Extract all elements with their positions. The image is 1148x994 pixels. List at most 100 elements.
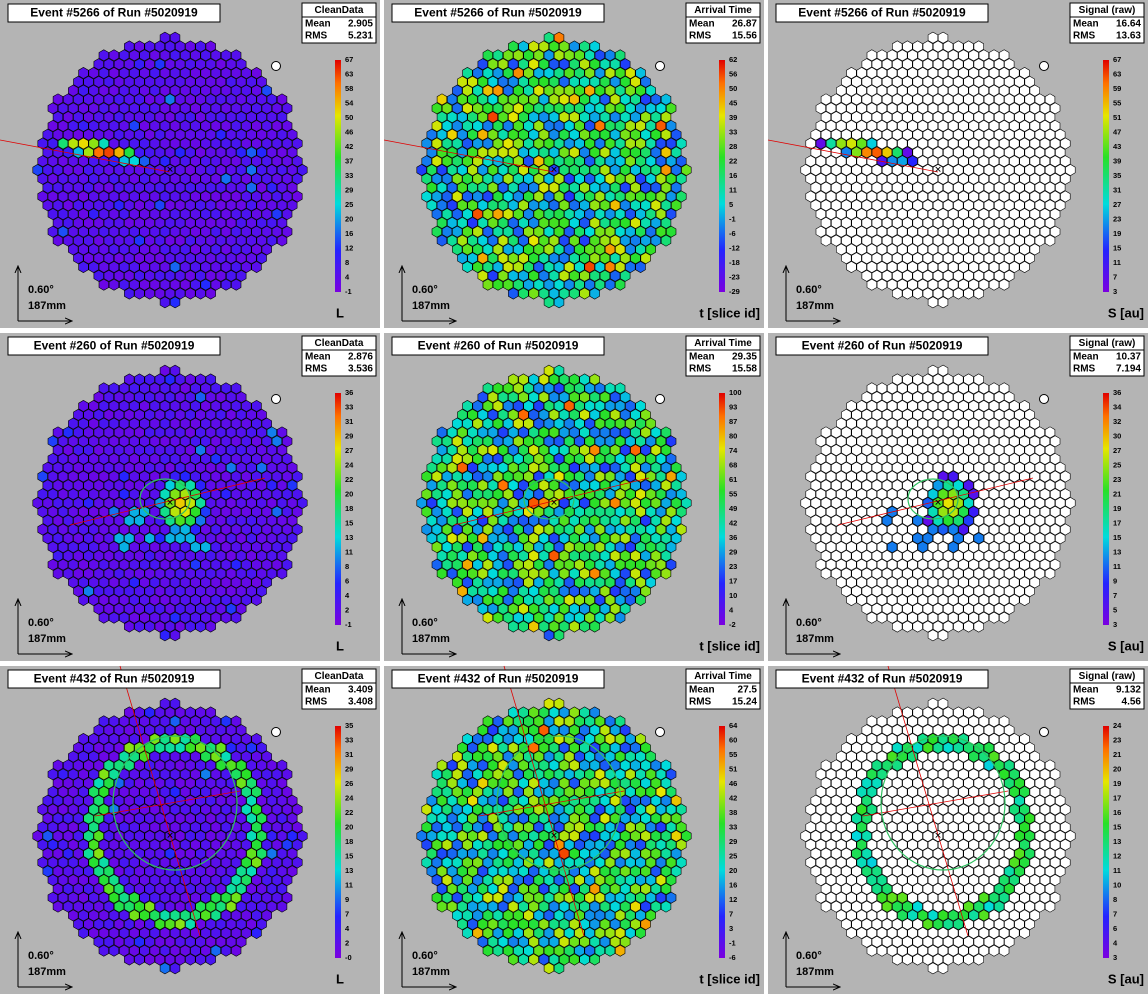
camera-pixel: [135, 621, 145, 632]
camera-pixel: [493, 612, 503, 623]
scale-label: 68: [729, 460, 737, 469]
scale-label: 33: [345, 402, 353, 411]
camera-pixel: [483, 279, 493, 290]
camera-pixel: [1061, 471, 1071, 482]
scale-label: 30: [1113, 431, 1121, 440]
reference-pixel: [656, 62, 665, 71]
scale-label: 35: [1113, 171, 1121, 180]
scale-label: 25: [1113, 460, 1121, 469]
camera-pixel: [677, 804, 687, 815]
scale-label: 23: [1113, 475, 1121, 484]
camera-pixel: [109, 612, 119, 623]
mean-value: 3.409: [348, 685, 373, 696]
rms-label: RMS: [305, 697, 328, 708]
camera-pixel: [847, 261, 857, 272]
scale-label: 26: [345, 779, 353, 788]
rms-label: RMS: [689, 364, 712, 375]
camera-pixel: [1061, 138, 1071, 149]
camera-pixel: [252, 927, 262, 938]
camera-pixel: [877, 279, 887, 290]
scale-label: 54: [345, 98, 354, 107]
camera-pixel: [892, 621, 902, 632]
scale-label: -2: [729, 620, 736, 629]
camera-pixel: [580, 288, 590, 299]
scale-label: 27: [1113, 200, 1121, 209]
event-title: Event #260 of Run #5020919: [418, 339, 579, 353]
color-scale: [1103, 393, 1109, 625]
scale-label: 10: [729, 591, 737, 600]
camera-pixel: [135, 954, 145, 965]
camera-pixel: [549, 515, 559, 526]
scale-label: -1: [345, 287, 352, 296]
mean-label: Mean: [1073, 352, 1099, 363]
camera-pixel: [544, 297, 554, 308]
scale-label: 28: [729, 142, 737, 151]
scale-label: 13: [1113, 547, 1121, 556]
camera-pixel: [1020, 261, 1030, 272]
camera-pixel: [933, 270, 943, 281]
camera-pixel: [160, 963, 170, 974]
mean-value: 2.905: [348, 19, 373, 30]
stats-title: Arrival Time: [694, 338, 752, 349]
scale-label: 5: [729, 200, 733, 209]
rms-value: 13.63: [1116, 31, 1141, 42]
scale-label: 27: [345, 446, 353, 455]
camera-pixel: [48, 226, 58, 237]
camera-pixel: [677, 138, 687, 149]
scale-label: 45: [729, 98, 737, 107]
scale-length: 187mm: [412, 633, 450, 645]
camera-pixel: [160, 297, 170, 308]
reference-pixel: [656, 395, 665, 404]
rms-label: RMS: [305, 31, 328, 42]
scale-label: 42: [729, 518, 737, 527]
camera-pixel: [903, 288, 913, 299]
camera-pixel: [186, 288, 196, 299]
scale-angle: 0.60°: [28, 950, 54, 962]
camera-pixel: [549, 603, 559, 614]
scale-label: 18: [345, 504, 353, 513]
panel: ✕Event #5266 of Run #5020919Arrival Time…: [384, 0, 764, 328]
event-title: Event #5266 of Run #5020919: [30, 6, 198, 20]
camera-pixel: [590, 288, 600, 299]
camera-pixel: [422, 804, 432, 815]
scale-label: 15: [1113, 533, 1121, 542]
scale-label: 100: [729, 388, 742, 397]
axis-label: L: [336, 638, 344, 653]
scale-label: 23: [1113, 214, 1121, 223]
scale-label: 22: [345, 808, 353, 817]
camera-pixel: [277, 901, 287, 912]
scale-label: 33: [345, 171, 353, 180]
stats-title: Signal (raw): [1079, 338, 1136, 349]
rms-value: 7.194: [1116, 364, 1141, 375]
camera-pixel: [508, 288, 518, 299]
scale-label: -12: [729, 243, 740, 252]
camera-pixel: [293, 138, 303, 149]
stats-title: CleanData: [315, 671, 364, 682]
camera-pixel: [590, 621, 600, 632]
page: ✕ Event #5266 of Run #5020919 CleanData Mea…: [0, 0, 1148, 994]
camera-pixel: [165, 94, 175, 105]
camera-pixel: [529, 288, 539, 299]
camera-pixel: [165, 760, 175, 771]
scale-label: 39: [729, 113, 737, 122]
mean-label: Mean: [689, 352, 715, 363]
scale-label: 36: [1113, 388, 1121, 397]
camera-pixel: [221, 279, 231, 290]
scale-label: 9: [1113, 576, 1117, 585]
rms-value: 15.56: [732, 31, 757, 42]
camera-pixel: [1045, 235, 1055, 246]
scale-length: 187mm: [796, 300, 834, 312]
camera-pixel: [124, 288, 134, 299]
camera-pixel: [867, 612, 877, 623]
scale-angle: 0.60°: [412, 617, 438, 629]
camera-pixel: [816, 559, 826, 570]
camera-pixel: [1045, 568, 1055, 579]
camera-pixel: [145, 288, 155, 299]
color-scale: [335, 60, 341, 292]
scale-length: 187mm: [412, 300, 450, 312]
center-marker: ✕: [166, 164, 174, 174]
scale-label: 32: [1113, 417, 1121, 426]
camera-pixel: [877, 612, 887, 623]
reference-pixel: [272, 728, 281, 737]
scale-label: 25: [345, 200, 353, 209]
